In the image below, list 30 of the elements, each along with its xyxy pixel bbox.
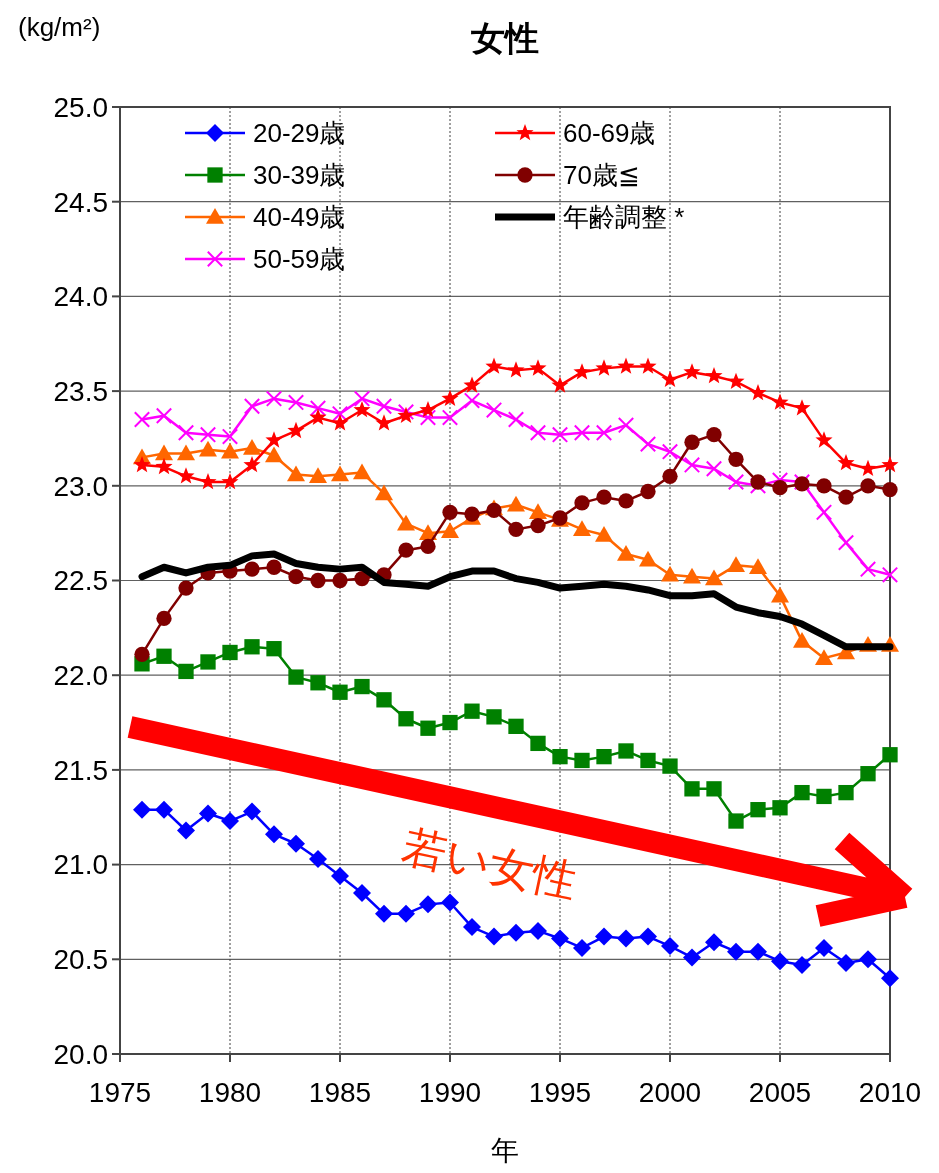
- y-tick-label: 21.5: [53, 754, 108, 786]
- x-axis-title: 年: [491, 1135, 519, 1166]
- y-axis-title: (kg/m²): [18, 12, 101, 42]
- y-tick-label: 24.5: [53, 186, 108, 218]
- y-tick-label: 20.5: [53, 944, 108, 976]
- legend-label: 50-59歳: [253, 244, 346, 275]
- y-tick-label: 24.0: [53, 281, 108, 313]
- x-tick-label: 1985: [308, 1077, 372, 1108]
- x-tick-label: 1995: [528, 1077, 592, 1108]
- annotation: 若い女性: [398, 820, 582, 906]
- legend-label: 20-29歳: [253, 118, 346, 149]
- y-tick-label: 22.0: [53, 660, 108, 691]
- x-tick-label: 1980: [198, 1077, 262, 1108]
- x-tick-label: 1990: [418, 1077, 482, 1108]
- legend-label: 40-49歳: [253, 202, 346, 233]
- x-tick-label: 2000: [638, 1077, 702, 1108]
- y-tick-label: 22.5: [53, 565, 108, 597]
- legend-label: 70歳≦: [563, 160, 640, 191]
- x-tick-label: 2005: [748, 1077, 812, 1108]
- y-tick-label: 23.5: [53, 375, 108, 407]
- y-tick-label: 21.0: [53, 849, 108, 881]
- x-tick-label: 1975: [88, 1077, 152, 1108]
- chart-title: 女性: [470, 19, 539, 57]
- y-tick-label: 20.0: [53, 1038, 108, 1070]
- x-tick-label: 2010: [858, 1077, 922, 1108]
- y-tick-label: 25.0: [53, 91, 108, 123]
- legend-label: 30-39歳: [253, 160, 346, 191]
- y-tick-label: 23.0: [53, 470, 108, 502]
- legend-label: 年齢調整 *: [563, 202, 685, 233]
- legend-label: 60-69歳: [563, 118, 656, 149]
